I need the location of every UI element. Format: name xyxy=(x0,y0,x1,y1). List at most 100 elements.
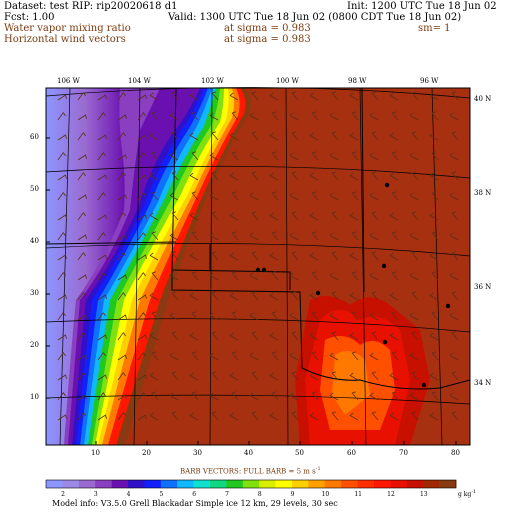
wind-barb xyxy=(151,391,159,401)
wind-barb xyxy=(269,372,279,381)
wind-barb xyxy=(311,311,319,321)
wind-barb xyxy=(191,351,199,361)
wind-barb xyxy=(169,352,179,361)
wind-barb xyxy=(189,92,199,101)
wind-barb xyxy=(291,211,299,221)
wind-barb xyxy=(271,151,279,161)
moist-peak-inner xyxy=(332,351,370,415)
wind-barb xyxy=(251,91,259,101)
wind-barb xyxy=(349,172,359,181)
wind-barb xyxy=(391,391,399,401)
wind-barb xyxy=(77,194,87,201)
wind-barb xyxy=(169,232,179,241)
wind-barb xyxy=(209,152,219,161)
grid-y-label-60: 60 xyxy=(30,133,39,141)
wind-barb xyxy=(57,214,67,221)
wind-barb xyxy=(291,371,299,381)
station-dots xyxy=(255,182,451,388)
wind-barb xyxy=(189,412,199,421)
wind-barb xyxy=(151,111,159,121)
wind-barb xyxy=(351,271,359,281)
wind-barb xyxy=(291,251,299,261)
wind-barb xyxy=(249,392,259,401)
wind-barb xyxy=(231,231,239,241)
wind-barb xyxy=(309,92,319,101)
wind-barb xyxy=(451,211,459,221)
wind-barb xyxy=(309,292,319,301)
wind-barb xyxy=(331,171,339,181)
wind-barb xyxy=(369,392,379,401)
wind-barb xyxy=(451,171,459,181)
wind-barb xyxy=(57,312,66,321)
colorbar-swatch xyxy=(95,480,112,488)
colorbar-swatch xyxy=(160,480,178,488)
wind-barb xyxy=(389,212,399,221)
wind-barb xyxy=(117,114,127,121)
wind-barb xyxy=(137,374,147,381)
wind-barb xyxy=(137,94,147,101)
wind-barb xyxy=(351,191,359,201)
colorbar-swatch xyxy=(390,480,408,488)
grid-y-label-30: 30 xyxy=(30,289,39,297)
wind-barb xyxy=(151,151,159,161)
wind-barb xyxy=(449,192,459,201)
wind-barb xyxy=(77,92,86,101)
wind-barb xyxy=(137,214,147,221)
wind-barb xyxy=(369,232,379,241)
wind-barb xyxy=(309,332,319,341)
colorbar-label: 8 xyxy=(257,491,262,498)
wind-barb xyxy=(269,132,279,141)
wind-barb xyxy=(149,132,159,141)
wind-barb xyxy=(449,112,459,121)
wind-barb xyxy=(171,211,179,221)
wind-barb xyxy=(351,151,359,161)
wind-barb xyxy=(309,412,319,421)
wind-barb xyxy=(171,411,179,421)
wind-barb xyxy=(211,171,219,181)
wind-barb xyxy=(169,192,179,201)
wind-barb xyxy=(137,232,146,241)
wind-barb xyxy=(451,91,459,101)
wind-barb xyxy=(57,272,66,281)
wind-barb xyxy=(171,371,179,381)
wind-barb xyxy=(191,391,199,401)
wind-barb xyxy=(449,152,459,161)
wind-barb xyxy=(77,292,86,301)
wind-barb xyxy=(57,374,67,381)
wind-barb xyxy=(137,352,146,361)
wind-barb xyxy=(371,291,379,301)
lat-label-40n: 40 N xyxy=(474,95,492,103)
wind-barb xyxy=(349,252,359,261)
colorbar-swatch xyxy=(78,480,96,488)
wind-barb xyxy=(137,152,146,161)
wind-barb xyxy=(409,232,419,241)
wind-barb xyxy=(229,372,239,381)
wind-barb xyxy=(291,411,299,421)
wind-barb xyxy=(269,292,279,301)
wind-barb xyxy=(137,414,147,421)
wind-barb xyxy=(97,112,106,121)
wind-barb xyxy=(409,352,419,361)
wind-barb xyxy=(97,192,106,201)
colorbar-frame xyxy=(45,479,457,489)
wind-barb xyxy=(291,131,299,141)
wind-barb xyxy=(371,411,379,421)
wind-barb xyxy=(451,131,459,141)
colorbar-label: 6 xyxy=(192,491,197,498)
colorbar xyxy=(45,479,457,489)
wind-barb xyxy=(251,211,259,221)
colorbar-swatch xyxy=(210,480,227,488)
wind-barb xyxy=(269,412,279,421)
wind-barb xyxy=(271,351,279,361)
lon-label-100w: 100 W xyxy=(276,77,299,85)
wind-barb xyxy=(97,374,107,381)
lat-label-36n: 36 N xyxy=(474,283,492,291)
wind-barb xyxy=(251,131,259,141)
wind-barb xyxy=(57,192,66,201)
wind-barb xyxy=(329,392,339,401)
wind-barb xyxy=(229,292,239,301)
wind-barb xyxy=(191,231,199,241)
model-info: Model info: V3.5.0 Grell Blackadar Simpl… xyxy=(52,499,338,508)
wind-barb xyxy=(211,91,219,101)
